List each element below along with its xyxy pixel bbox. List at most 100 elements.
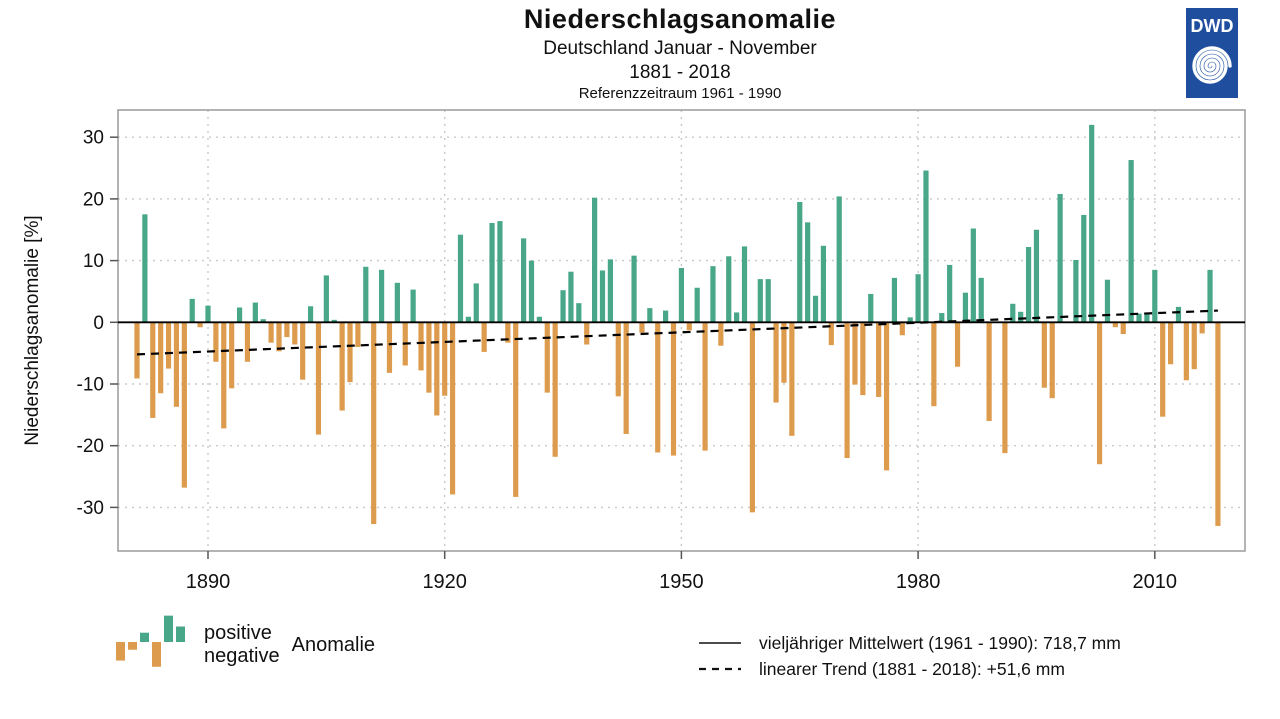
legend-lines: vieljähriger Mittelwert (1961 - 1990): 7… <box>697 630 1121 682</box>
bar-1902 <box>300 322 306 380</box>
bar-2004 <box>1104 279 1111 323</box>
bar-1891 <box>213 322 219 362</box>
bar-1991 <box>1002 322 1008 454</box>
bar-1976 <box>883 322 890 471</box>
bar-1881 <box>134 322 140 379</box>
dwd-logo: DWD <box>1186 8 1238 98</box>
bar-2015 <box>1191 322 1197 370</box>
x-tick-label: 2010 <box>1133 571 1178 593</box>
page-title: Niederschlagsanomalie <box>523 4 837 34</box>
bar-1983 <box>939 313 945 323</box>
bar-1911 <box>371 322 377 525</box>
bar-1949 <box>670 322 677 456</box>
bar-1903 <box>307 306 314 323</box>
x-tick-label: 1950 <box>659 571 704 593</box>
bar-1941 <box>607 259 613 323</box>
bar-1926 <box>489 222 495 323</box>
bar-1913 <box>386 322 393 373</box>
bar-1954 <box>710 266 716 323</box>
bar-1969 <box>828 322 834 346</box>
bar-1988 <box>978 277 984 323</box>
bar-1986 <box>962 292 969 323</box>
x-tick-label: 1920 <box>422 571 467 593</box>
bar-1982 <box>931 322 937 407</box>
bar-1995 <box>1033 229 1040 323</box>
bar-1942 <box>615 322 621 397</box>
legend-positive-bar <box>164 615 173 642</box>
bar-2017 <box>1207 269 1213 323</box>
bar-1960 <box>757 279 763 323</box>
bar-1907 <box>339 322 345 411</box>
bar-1985 <box>954 322 961 367</box>
subtitle-region-period: Deutschland Januar - November <box>543 38 817 60</box>
subtitle-reference: Referenzzeitraum 1961 - 1990 <box>578 84 782 102</box>
bar-2001 <box>1081 214 1087 323</box>
bar-1980 <box>915 274 921 323</box>
bar-1887 <box>181 322 187 488</box>
bar-1993 <box>1018 311 1024 323</box>
bar-1934 <box>552 322 558 457</box>
bar-2009 <box>1144 314 1150 323</box>
bar-1966 <box>805 222 811 323</box>
bar-1905 <box>323 275 329 323</box>
bar-1972 <box>852 322 858 385</box>
bar-1928 <box>505 322 511 343</box>
bar-1900 <box>284 322 290 338</box>
legend-anomaly: positive negative Anomalie <box>112 606 375 684</box>
bar-2002 <box>1089 124 1095 323</box>
legend-anomaly-label: Anomalie <box>291 633 376 656</box>
legend-mean-label: vieljähriger Mittelwert (1961 - 1990): 7… <box>759 632 1121 653</box>
bar-1894 <box>236 307 243 323</box>
bar-1974 <box>868 293 874 323</box>
spiral-icon <box>1192 46 1232 84</box>
bar-2007 <box>1128 160 1134 323</box>
bar-1909 <box>355 322 361 347</box>
bar-1959 <box>749 322 756 513</box>
bar-2003 <box>1096 322 1103 465</box>
bar-1883 <box>150 322 156 418</box>
legend-negative-label: negative <box>204 645 280 667</box>
bar-1920 <box>442 322 448 396</box>
bar-1975 <box>876 322 882 397</box>
bar-1886 <box>173 322 180 407</box>
trend-line <box>136 309 1218 356</box>
bar-1950 <box>678 268 684 323</box>
bar-1890 <box>205 305 211 323</box>
bar-1945 <box>639 322 645 333</box>
bar-1948 <box>663 310 669 323</box>
bar-1904 <box>315 322 322 435</box>
bar-1971 <box>844 322 850 459</box>
bar-1922 <box>457 234 464 323</box>
bar-1962 <box>773 322 779 403</box>
bar-1998 <box>1057 193 1063 323</box>
bar-1882 <box>142 214 148 323</box>
bar-1979 <box>907 317 913 323</box>
legend-trend-label: linearer Trend (1881 - 2018): +51,6 mm <box>759 658 1065 679</box>
bar-1978 <box>899 322 905 336</box>
bar-1940 <box>599 270 606 323</box>
bar-1918 <box>426 322 432 393</box>
bar-2010 <box>1152 269 1158 323</box>
x-tick-label: 1890 <box>186 571 231 593</box>
y-tick-label: 0 <box>93 313 104 334</box>
solid-line-icon <box>699 642 741 644</box>
bar-2013 <box>1175 306 1182 323</box>
legend-positive-label: positive <box>204 622 272 644</box>
bar-1997 <box>1049 322 1055 399</box>
dwd-logo-text: DWD <box>1191 16 1234 36</box>
bar-1965 <box>797 201 803 323</box>
bar-2014 <box>1183 322 1189 381</box>
bar-2012 <box>1167 322 1174 365</box>
y-tick-label: 30 <box>83 128 104 149</box>
legend-negative-bar <box>152 642 161 667</box>
bar-1885 <box>165 322 172 369</box>
bar-2008 <box>1136 313 1142 323</box>
bar-1925 <box>481 322 487 352</box>
bar-1896 <box>252 302 258 323</box>
bar-1984 <box>947 264 953 323</box>
bar-1970 <box>836 196 842 323</box>
legend-mean-row: vieljähriger Mittelwert (1961 - 1990): 7… <box>697 630 1121 656</box>
bar-1897 <box>260 319 266 323</box>
bar-1888 <box>189 298 195 323</box>
